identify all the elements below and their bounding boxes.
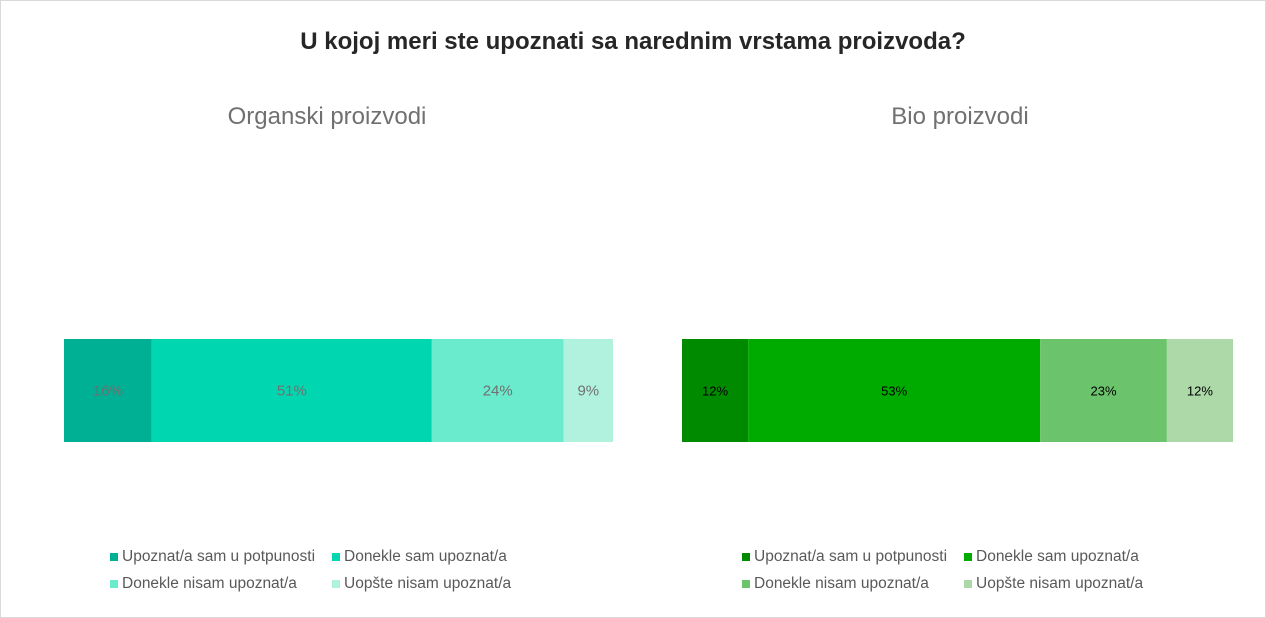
bio-data-label-4: 12%	[1187, 384, 1213, 399]
organic-data-label-1: 16%	[93, 383, 123, 400]
bio-bar-segment-4	[1166, 339, 1233, 442]
bio-legend-item-4: Uopšte nisam upoznat/a	[964, 575, 1143, 593]
legend-swatch	[742, 553, 750, 561]
organic-legend-item-4: Uopšte nisam upoznat/a	[332, 575, 511, 593]
organic-legend: Upoznat/a sam u potpunosti Donekle sam up…	[110, 548, 550, 608]
bio-legend-item-3: Donekle nisam upoznat/a	[742, 575, 929, 593]
bio-bar-segment-3	[1040, 339, 1167, 442]
chart-title: U kojoj meri ste upoznati sa narednim vr…	[300, 28, 966, 55]
legend-swatch	[110, 553, 118, 561]
organic-bar-segment-1	[64, 339, 152, 442]
legend-swatch	[110, 580, 118, 588]
legend-label: Donekle nisam upoznat/a	[122, 575, 297, 592]
legend-swatch	[742, 580, 750, 588]
organic-legend-item-2: Donekle sam upoznat/a	[332, 548, 507, 566]
legend-label: Upoznat/a sam u potpunosti	[122, 548, 316, 565]
bio-bar-segment-1	[682, 339, 749, 442]
legend-label: Donekle sam upoznat/a	[976, 548, 1139, 565]
bio-legend-item-2: Donekle sam upoznat/a	[964, 548, 1139, 566]
organic-data-label-3: 24%	[483, 383, 513, 400]
legend-label: Uopšte nisam upoznat/a	[344, 575, 512, 592]
organic-bar-segment-2	[151, 339, 432, 442]
legend-swatch	[332, 580, 340, 588]
organic-bar-segment-4	[563, 339, 613, 442]
bio-legend: Upoznat/a sam u potpunosti Donekle sam up…	[742, 548, 1202, 608]
bio-bar-segment-2	[748, 339, 1041, 442]
organic-bar-segment-3	[431, 339, 564, 442]
organic-chart-title: Organski proizvodi	[227, 103, 427, 130]
organic-data-label-4: 9%	[577, 383, 599, 400]
legend-label: Donekle sam upoznat/a	[344, 548, 507, 565]
legend-swatch	[964, 580, 972, 588]
bio-data-label-1: 12%	[702, 384, 728, 399]
legend-swatch	[332, 553, 340, 561]
organic-legend-item-3: Donekle nisam upoznat/a	[110, 575, 297, 593]
legend-label: Donekle nisam upoznat/a	[754, 575, 929, 592]
bio-data-label-2: 53%	[881, 384, 907, 399]
bio-legend-item-1: Upoznat/a sam u potpunosti	[742, 548, 947, 566]
organic-legend-item-1: Upoznat/a sam u potpunosti	[110, 548, 315, 566]
organic-data-label-2: 51%	[277, 383, 307, 400]
legend-label: Upoznat/a sam u potpunosti	[754, 548, 948, 565]
organic-bar-group: 16% 51% 24% 9%	[64, 339, 613, 442]
bio-bar-group: 12% 53% 23% 12%	[682, 339, 1233, 442]
bio-data-label-3: 23%	[1090, 384, 1116, 399]
legend-label: Uopšte nisam upoznat/a	[976, 575, 1144, 592]
bio-chart-title: Bio proizvodi	[891, 103, 1029, 130]
legend-swatch	[964, 553, 972, 561]
